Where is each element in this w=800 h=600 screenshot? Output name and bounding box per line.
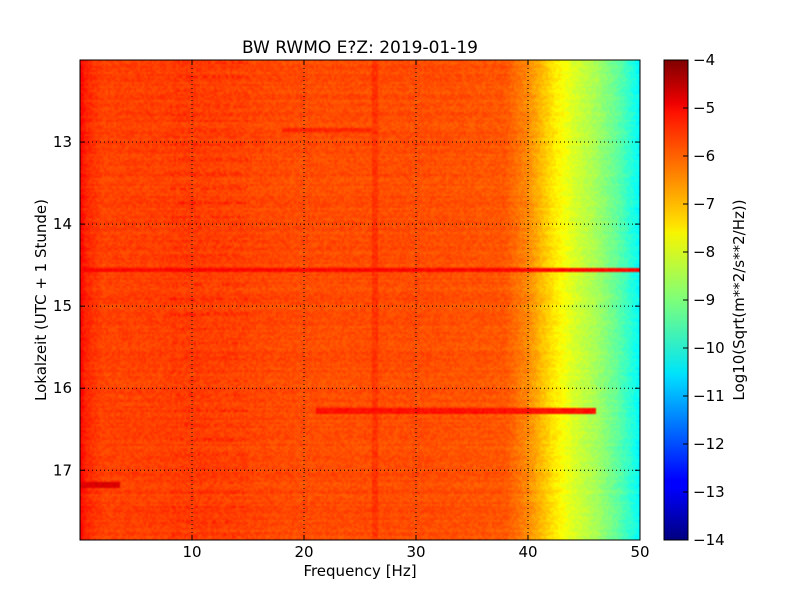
x-tick-label: 50 <box>630 543 649 561</box>
colorbar-ticks: −4 −5 −6 −7 −8 −9 −10 −11 −12 −13 −14 <box>683 51 725 549</box>
plot-frame <box>79 59 641 541</box>
plot-area <box>80 60 640 540</box>
colorbar-label: Log10(Sqrt(m**2/s**2/Hz)) <box>730 199 748 400</box>
colorbar-tick-label: −7 <box>693 195 715 213</box>
y-tick-label: 14 <box>53 215 72 233</box>
x-tick-label: 30 <box>406 543 425 561</box>
spectrogram-image <box>80 60 640 540</box>
y-tick-label: 13 <box>53 133 72 151</box>
chart-title: BW RWMO E?Z: 2019-01-19 <box>242 38 478 58</box>
colorbar-tick-label: −5 <box>693 99 715 117</box>
colorbar-tick-label: −9 <box>693 291 715 309</box>
x-axis-ticks: 10 20 30 40 50 <box>182 60 650 561</box>
y-tick-label: 15 <box>53 297 72 315</box>
y-axis-ticks: 13 14 15 16 17 <box>53 133 640 479</box>
y-tick-label: 16 <box>53 379 72 397</box>
colorbar-tick-label: −10 <box>693 339 725 357</box>
colorbar-tick-label: −13 <box>693 483 725 501</box>
colorbar-tick-label: −6 <box>693 147 715 165</box>
colorbar-tick-label: −11 <box>693 387 725 405</box>
colorbar-tick-label: −4 <box>693 51 715 69</box>
colorbar-tick-label: −8 <box>693 243 715 261</box>
grid-lines <box>80 60 640 540</box>
colorbar-tick-label: −14 <box>693 531 725 549</box>
colorbar-tick-label: −12 <box>693 435 725 453</box>
x-axis-label: Frequency [Hz] <box>303 562 416 580</box>
y-tick-label: 17 <box>53 461 72 479</box>
x-tick-label: 10 <box>182 543 201 561</box>
x-tick-label: 20 <box>294 543 313 561</box>
x-tick-label: 40 <box>518 543 537 561</box>
y-axis-label: Lokalzeit (UTC + 1 Stunde) <box>32 199 50 401</box>
